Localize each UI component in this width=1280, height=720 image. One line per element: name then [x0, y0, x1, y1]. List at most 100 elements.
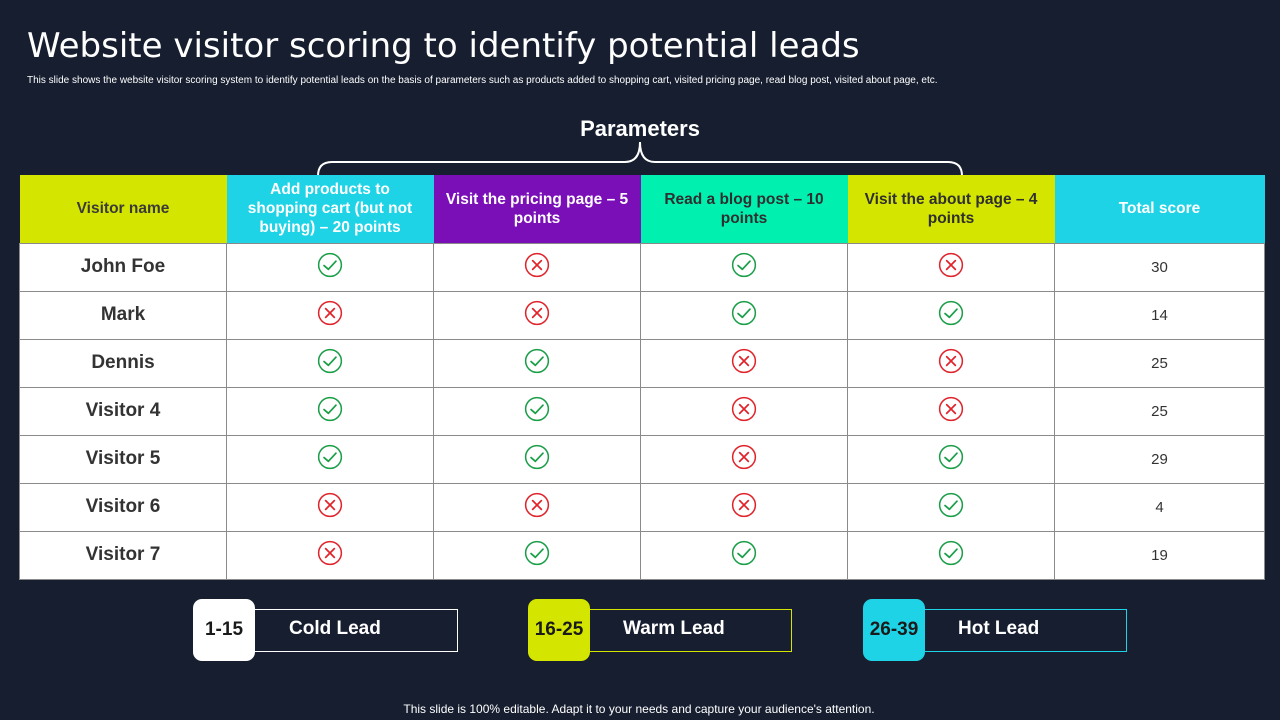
x-circle-icon — [317, 492, 343, 523]
column-header: Visitor name — [19, 175, 227, 243]
table-row: Visitor 7 19 — [19, 530, 1265, 580]
parameter-cell — [640, 338, 848, 388]
check-circle-icon — [524, 396, 550, 427]
parameter-cell — [640, 386, 848, 436]
total-score: 4 — [1054, 482, 1265, 532]
x-circle-icon — [938, 252, 964, 283]
x-circle-icon — [731, 348, 757, 379]
legend-label: Warm Lead — [623, 618, 725, 639]
visitor-name: Dennis — [19, 338, 227, 388]
x-circle-icon — [317, 540, 343, 571]
x-circle-icon — [938, 396, 964, 427]
x-circle-icon — [731, 396, 757, 427]
table-row: Mark 14 — [19, 290, 1265, 340]
x-circle-icon — [731, 444, 757, 475]
column-header: Add products to shopping cart (but not b… — [226, 175, 434, 243]
visitor-name: Visitor 4 — [19, 386, 227, 436]
legend-label: Cold Lead — [289, 618, 381, 639]
x-circle-icon — [317, 300, 343, 331]
x-circle-icon — [524, 300, 550, 331]
page-subtitle: This slide shows the website visitor sco… — [27, 75, 938, 86]
parameter-cell — [640, 530, 848, 580]
parameter-cell — [226, 530, 434, 580]
total-score: 14 — [1054, 290, 1265, 340]
table-row: Visitor 5 29 — [19, 434, 1265, 484]
parameter-cell — [847, 290, 1055, 340]
legend-range-badge: 26-39 — [863, 599, 925, 661]
check-circle-icon — [731, 540, 757, 571]
parameter-cell — [226, 242, 434, 292]
column-header: Visit the pricing page – 5 points — [433, 175, 641, 243]
parameter-cell — [433, 242, 641, 292]
parameter-cell — [847, 338, 1055, 388]
page-title: Website visitor scoring to identify pote… — [27, 26, 860, 66]
check-circle-icon — [524, 348, 550, 379]
x-circle-icon — [524, 492, 550, 523]
check-circle-icon — [938, 540, 964, 571]
visitor-name: Mark — [19, 290, 227, 340]
parameters-brace — [317, 141, 963, 177]
table-row: John Foe 30 — [19, 242, 1265, 292]
parameter-cell — [433, 530, 641, 580]
visitor-scoring-table: Visitor name Add products to shopping car… — [19, 175, 1265, 580]
legend-range-badge: 1-15 — [193, 599, 255, 661]
check-circle-icon — [524, 540, 550, 571]
parameter-cell — [226, 338, 434, 388]
legend-box — [228, 609, 458, 652]
column-header: Read a blog post – 10 points — [640, 175, 848, 243]
check-circle-icon — [731, 252, 757, 283]
parameter-cell — [226, 482, 434, 532]
x-circle-icon — [938, 348, 964, 379]
total-score: 19 — [1054, 530, 1265, 580]
parameter-cell — [640, 290, 848, 340]
parameter-cell — [433, 338, 641, 388]
parameter-cell — [847, 386, 1055, 436]
parameter-cell — [433, 434, 641, 484]
column-header: Visit the about page – 4 points — [847, 175, 1055, 243]
parameter-cell — [640, 242, 848, 292]
legend-label: Hot Lead — [958, 618, 1040, 639]
check-circle-icon — [317, 252, 343, 283]
parameter-cell — [226, 290, 434, 340]
legend-range-badge: 16-25 — [528, 599, 590, 661]
table-row: Visitor 6 4 — [19, 482, 1265, 532]
check-circle-icon — [524, 444, 550, 475]
x-circle-icon — [524, 252, 550, 283]
check-circle-icon — [731, 300, 757, 331]
visitor-name: Visitor 7 — [19, 530, 227, 580]
x-circle-icon — [731, 492, 757, 523]
footer-note: This slide is 100% editable. Adapt it to… — [403, 702, 875, 716]
parameter-cell — [226, 386, 434, 436]
parameter-cell — [847, 434, 1055, 484]
visitor-name: Visitor 5 — [19, 434, 227, 484]
total-score: 30 — [1054, 242, 1265, 292]
total-score: 25 — [1054, 386, 1265, 436]
parameter-cell — [433, 386, 641, 436]
table-row: Dennis 25 — [19, 338, 1265, 388]
visitor-name: Visitor 6 — [19, 482, 227, 532]
total-score: 29 — [1054, 434, 1265, 484]
parameter-cell — [433, 482, 641, 532]
table-row: Visitor 4 25 — [19, 386, 1265, 436]
parameter-cell — [226, 434, 434, 484]
check-circle-icon — [317, 396, 343, 427]
parameter-cell — [640, 434, 848, 484]
total-score: 25 — [1054, 338, 1265, 388]
check-circle-icon — [317, 348, 343, 379]
parameters-label: Parameters — [580, 116, 700, 141]
visitor-name: John Foe — [19, 242, 227, 292]
table-header-row: Visitor name Add products to shopping car… — [19, 175, 1265, 243]
column-header: Total score — [1054, 175, 1265, 243]
check-circle-icon — [938, 444, 964, 475]
parameter-cell — [847, 530, 1055, 580]
table-body: John Foe 30 Mark 14 Dennis 25 Visitor 4 25 Visit… — [19, 242, 1265, 580]
check-circle-icon — [938, 300, 964, 331]
legend-box — [897, 609, 1127, 652]
parameter-cell — [847, 242, 1055, 292]
parameter-cell — [640, 482, 848, 532]
check-circle-icon — [938, 492, 964, 523]
parameter-cell — [433, 290, 641, 340]
parameter-cell — [847, 482, 1055, 532]
legend-box — [562, 609, 792, 652]
check-circle-icon — [317, 444, 343, 475]
